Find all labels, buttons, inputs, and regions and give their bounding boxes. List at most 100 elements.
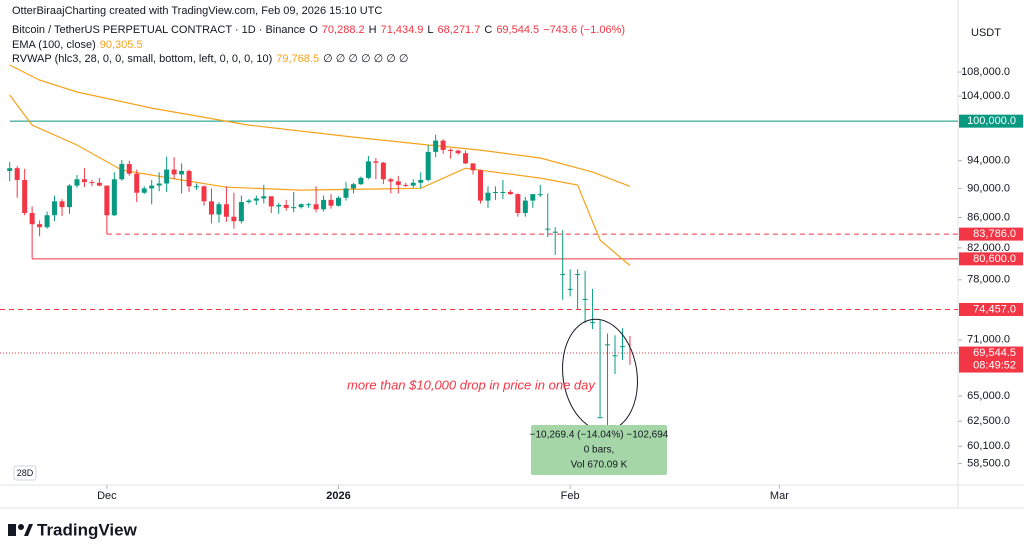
currency: USDT [971,27,1001,39]
y-tick-label: 58,500.0 [967,457,1010,469]
logo-mark [24,524,33,536]
candle-body [253,198,259,201]
candle-body [208,201,214,215]
candle-body [522,200,528,214]
logo-mark [18,524,24,530]
candle-body [59,201,65,208]
candle-body [171,169,177,175]
candle-body [358,177,364,185]
ohlc-value: 68,271.7 [438,24,481,36]
y-tick-label: 94,000.0 [967,155,1010,167]
price-label: 69,544.5 [973,347,1016,359]
candle-body [395,181,401,185]
candle-body [597,417,603,419]
candle-body [66,185,72,208]
interval-badge [13,465,37,481]
candle-body [537,194,543,196]
ohlc-value: 70,288.2 [322,24,365,36]
legend-suffix: ∅ ∅ ∅ ∅ ∅ ∅ ∅ [323,53,408,65]
candle-body [291,207,297,209]
y-tick-label: 62,500.0 [967,415,1010,427]
candle-body [605,344,611,346]
y-tick-label: 90,000.0 [967,182,1010,194]
candle-body [336,197,342,206]
candle-body [350,184,356,189]
candle-body [134,173,140,193]
candle-body [156,183,162,186]
price-label: 83,786.0 [973,228,1016,240]
candle-body [575,274,581,276]
candle-body [216,204,222,215]
price-label-box [959,114,1023,128]
y-tick-label: 65,000.0 [967,390,1010,402]
candle-body [14,168,20,180]
candle-body [418,179,424,183]
candle-body [440,140,446,150]
candle-body [433,140,439,152]
candle-body [425,151,431,180]
candle-body [276,204,282,207]
candle-body [22,179,28,214]
credit: OtterBiraajCharting created with Trading… [12,5,382,17]
candle-body [380,162,386,180]
candle-body [448,149,454,151]
candle-body [223,204,229,217]
candle-body [37,224,43,228]
candle-body [44,215,50,228]
annotation: more than $10,000 drop in price in one d… [347,377,596,392]
candle-body [194,186,200,188]
candle-body [500,191,506,193]
x-tick-label: Mar [770,490,789,502]
logo-text: TradingView [37,520,138,539]
price-label-box [959,302,1023,316]
candle-body [619,346,625,348]
candle-body [74,179,80,186]
price-label-box [959,252,1023,266]
change: −743.6 (−1.06%) [543,24,625,36]
candle-body [268,196,274,207]
overlay-line [9,64,631,187]
candle-body [455,150,461,154]
price-label-box [959,346,1023,373]
candle-body [477,170,483,201]
candle-body [104,185,110,216]
candle-body [403,184,409,186]
price-countdown: 08:49:52 [973,359,1016,371]
candle-body [231,216,237,222]
ohlc-value: 69,544.5 [496,24,539,36]
candle-body [582,298,588,300]
candle-body [507,191,513,195]
candle-body [201,186,207,202]
candle-body [321,199,327,210]
candle-body [89,182,95,184]
candle-body [328,199,334,206]
candle-body [261,196,267,199]
candle-body [96,182,102,186]
symbol: Bitcoin / TetherUS PERPETUAL CONTRACT · … [12,24,305,36]
candle-body [149,185,155,189]
candle-body [52,201,58,216]
measure-text: 0 bars, [584,445,615,456]
candle-body [373,161,379,163]
interval-badge-text: 28D [17,468,34,478]
price-label: 100,000.0 [967,115,1016,127]
logo-mark [8,524,16,536]
candle-body [306,204,312,206]
measure-text: −10,269.4 (−14.04%) −102,694 [530,430,669,441]
candle-body [126,164,132,174]
candle-body [81,179,87,183]
candle-body [515,194,521,214]
ohlc-key: C [484,24,492,36]
price-label: 80,600.0 [973,253,1016,265]
candle-body [298,204,304,208]
candle-body [343,188,349,198]
price-label-box [959,227,1023,241]
y-tick-label: 108,000.0 [961,66,1010,78]
y-tick-label: 82,000.0 [967,242,1010,254]
candle-body [567,288,573,290]
candle-body [530,194,536,201]
candle-body [492,191,498,193]
ohlc-key: L [427,24,433,36]
